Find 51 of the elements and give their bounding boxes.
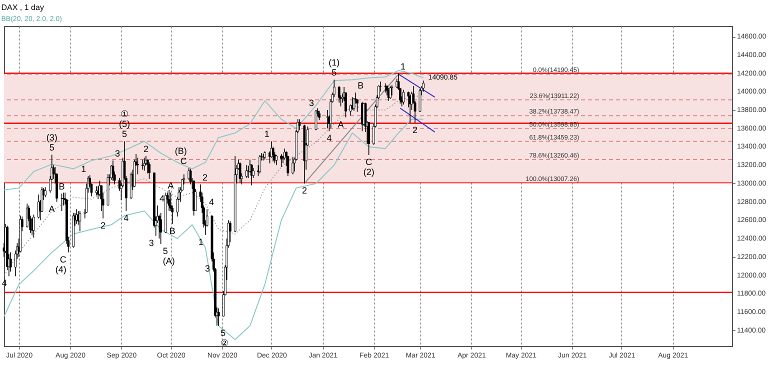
candlestick xyxy=(238,162,242,183)
annotation: 2 xyxy=(202,172,208,182)
annotation: 1 xyxy=(400,62,406,72)
annotation: 3 xyxy=(204,264,210,274)
candlestick xyxy=(112,160,114,182)
candlestick xyxy=(402,89,405,105)
annotation: B xyxy=(58,182,65,192)
annotation: C xyxy=(180,156,188,166)
annotation: 4 xyxy=(160,194,165,204)
annotation: (B) xyxy=(174,146,187,156)
chart-title: DAX , 1 day xyxy=(1,3,44,12)
candlestick xyxy=(32,214,35,238)
annotation: (4) xyxy=(55,264,66,274)
annotation: (3) xyxy=(46,132,58,143)
candlestick xyxy=(258,154,262,174)
annotation: (1) xyxy=(328,58,340,68)
candlestick xyxy=(78,210,82,232)
annotation: C xyxy=(60,254,67,264)
annotation: C xyxy=(366,157,373,168)
annotation: 5 xyxy=(162,246,168,256)
annotation: ② xyxy=(220,338,229,348)
candlestick xyxy=(390,84,394,96)
annotation: 3 xyxy=(148,238,154,248)
annotation: 5 xyxy=(220,328,226,338)
annotation: A xyxy=(48,204,55,214)
annotation: B xyxy=(169,226,176,236)
annotation: 2 xyxy=(143,144,148,154)
annotation: 4 xyxy=(326,133,332,144)
annotation: 1 xyxy=(81,164,86,174)
annotation: ① xyxy=(120,109,129,120)
annotation: 4 xyxy=(124,213,129,224)
annotation: (2) xyxy=(363,167,374,178)
annotation: 5 xyxy=(49,142,54,153)
annotation: 3 xyxy=(114,148,120,159)
annotation: (A) xyxy=(162,256,175,266)
annotation: A xyxy=(168,180,174,191)
annotation: 1 xyxy=(264,129,270,140)
annotation: 2 xyxy=(412,124,418,135)
annotation: 4 xyxy=(209,197,214,208)
annotation: 5 xyxy=(122,129,128,140)
annotation: 1 xyxy=(198,236,204,247)
annotation: 3 xyxy=(308,98,314,108)
candlestick xyxy=(338,86,340,104)
candlestick xyxy=(298,118,301,131)
candlestick xyxy=(389,86,392,100)
candlestick xyxy=(95,186,98,196)
line-series xyxy=(4,118,424,340)
annotation: 2 xyxy=(100,220,106,230)
annotation: 2 xyxy=(302,185,307,196)
annotation: B xyxy=(358,80,364,91)
candlestick xyxy=(314,110,318,131)
